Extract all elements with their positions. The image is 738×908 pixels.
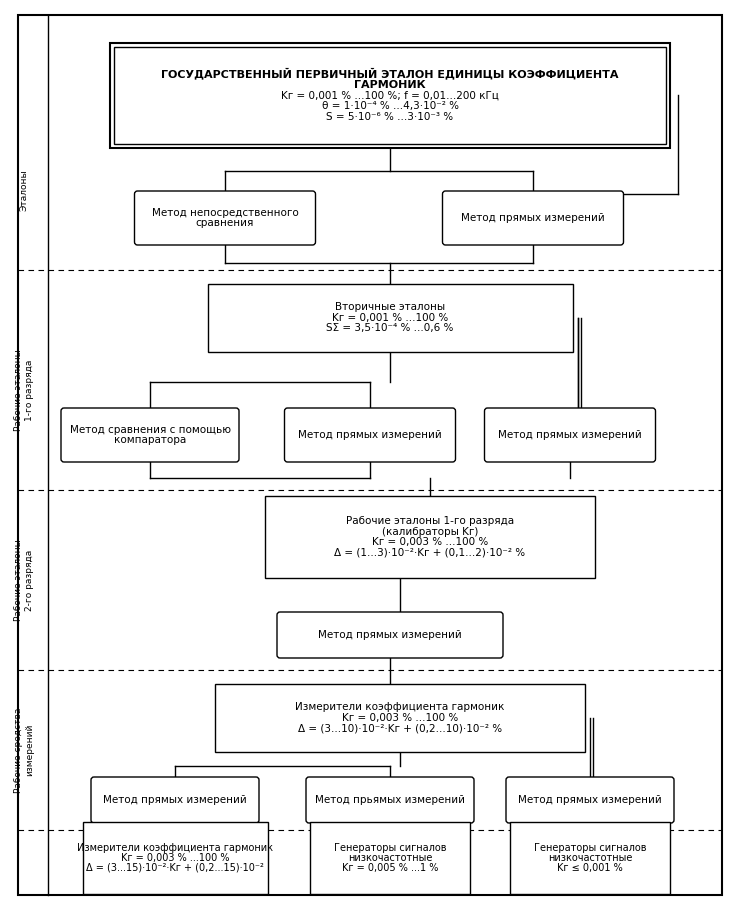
FancyBboxPatch shape bbox=[510, 822, 670, 894]
Text: Рабочие эталоны 1-го разряда: Рабочие эталоны 1-го разряда bbox=[346, 517, 514, 527]
Text: Метод прямых измерений: Метод прямых измерений bbox=[518, 795, 662, 805]
FancyBboxPatch shape bbox=[485, 408, 655, 462]
FancyBboxPatch shape bbox=[306, 777, 474, 823]
Text: ГОСУДАРСТВЕННЫЙ ПЕРВИЧНЫЙ ЭТАЛОН ЕДИНИЦЫ КОЭФФИЦИЕНТА: ГОСУДАРСТВЕННЫЙ ПЕРВИЧНЫЙ ЭТАЛОН ЕДИНИЦЫ… bbox=[161, 68, 618, 80]
FancyBboxPatch shape bbox=[277, 612, 503, 658]
Text: (калибраторы Kг): (калибраторы Kг) bbox=[382, 527, 478, 537]
Text: Метод непосредственного: Метод непосредственного bbox=[151, 208, 298, 218]
FancyBboxPatch shape bbox=[114, 46, 666, 143]
FancyBboxPatch shape bbox=[265, 496, 595, 578]
Text: SΣ = 3,5·10⁻⁴ % ...0,6 %: SΣ = 3,5·10⁻⁴ % ...0,6 % bbox=[326, 323, 454, 333]
Text: ГАРМОНИК: ГАРМОНИК bbox=[354, 80, 426, 90]
Text: Эталоны: Эталоны bbox=[19, 169, 29, 211]
Text: S = 5·10⁻⁶ % ...3·10⁻³ %: S = 5·10⁻⁶ % ...3·10⁻³ % bbox=[326, 112, 454, 122]
FancyBboxPatch shape bbox=[506, 777, 674, 823]
Text: Измерители коэффициента гармоник: Измерители коэффициента гармоник bbox=[295, 703, 505, 713]
FancyBboxPatch shape bbox=[215, 684, 585, 752]
Text: Метод прямых измерений: Метод прямых измерений bbox=[298, 430, 442, 440]
Text: Kг = 0,001 % ...100 %: Kг = 0,001 % ...100 % bbox=[332, 313, 448, 323]
Text: θ = 1·10⁻⁴ % ...4,3·10⁻² %: θ = 1·10⁻⁴ % ...4,3·10⁻² % bbox=[322, 101, 458, 111]
Text: низкочастотные: низкочастотные bbox=[348, 853, 432, 863]
Text: Метод прямых измерений: Метод прямых измерений bbox=[103, 795, 247, 805]
Text: Kг = 0,001 % ...100 %; f = 0,01...200 кГц: Kг = 0,001 % ...100 %; f = 0,01...200 кГ… bbox=[281, 91, 499, 101]
Text: Рабочие эталоны
2-го разряда: Рабочие эталоны 2-го разряда bbox=[14, 539, 34, 621]
Text: Генераторы сигналов: Генераторы сигналов bbox=[334, 844, 446, 854]
Text: Метод прямых измерений: Метод прямых измерений bbox=[318, 630, 462, 640]
Text: низкочастотные: низкочастотные bbox=[548, 853, 632, 863]
FancyBboxPatch shape bbox=[207, 284, 573, 352]
Text: Kг = 0,003 % ...100 %: Kг = 0,003 % ...100 % bbox=[342, 713, 458, 723]
Text: Kг = 0,003 % ...100 %: Kг = 0,003 % ...100 % bbox=[372, 538, 488, 548]
Text: Метод прямых измерений: Метод прямых измерений bbox=[498, 430, 642, 440]
FancyBboxPatch shape bbox=[310, 822, 470, 894]
FancyBboxPatch shape bbox=[91, 777, 259, 823]
Text: Kг ≤ 0,001 %: Kг ≤ 0,001 % bbox=[557, 863, 623, 873]
Text: Δ = (1...3)·10⁻²·Kг + (0,1...2)·10⁻² %: Δ = (1...3)·10⁻²·Kг + (0,1...2)·10⁻² % bbox=[334, 548, 525, 558]
Text: Метод прямых измерений: Метод прямых измерений bbox=[461, 213, 605, 223]
FancyBboxPatch shape bbox=[443, 191, 624, 245]
Text: Метод прьямых измерений: Метод прьямых измерений bbox=[315, 795, 465, 805]
FancyBboxPatch shape bbox=[285, 408, 455, 462]
Text: Δ = (3...10)·10⁻²·Kг + (0,2...10)·10⁻² %: Δ = (3...10)·10⁻²·Kг + (0,2...10)·10⁻² % bbox=[298, 724, 502, 734]
FancyBboxPatch shape bbox=[61, 408, 239, 462]
Text: компаратора: компаратора bbox=[114, 435, 186, 445]
Text: Рабочие средства
измерений: Рабочие средства измерений bbox=[14, 707, 34, 793]
Text: Δ = (3...15)·10⁻²·Kг + (0,2...15)·10⁻²: Δ = (3...15)·10⁻²·Kг + (0,2...15)·10⁻² bbox=[86, 863, 264, 873]
Text: Kг = 0,005 % ...1 %: Kг = 0,005 % ...1 % bbox=[342, 863, 438, 873]
Text: Генераторы сигналов: Генераторы сигналов bbox=[534, 844, 646, 854]
Text: Рабочие эталоны
1-го разряда: Рабочие эталоны 1-го разряда bbox=[14, 349, 34, 431]
Text: Kг = 0,003 % ...100 %: Kг = 0,003 % ...100 % bbox=[121, 853, 230, 863]
Text: Метод сравнения с помощью: Метод сравнения с помощью bbox=[69, 425, 230, 435]
FancyBboxPatch shape bbox=[134, 191, 316, 245]
Text: Вторичные эталоны: Вторичные эталоны bbox=[335, 302, 445, 312]
Text: Измерители коэффициента гармоник: Измерители коэффициента гармоник bbox=[77, 844, 273, 854]
Text: сравнения: сравнения bbox=[196, 218, 254, 228]
FancyBboxPatch shape bbox=[83, 822, 267, 894]
FancyBboxPatch shape bbox=[110, 43, 670, 147]
